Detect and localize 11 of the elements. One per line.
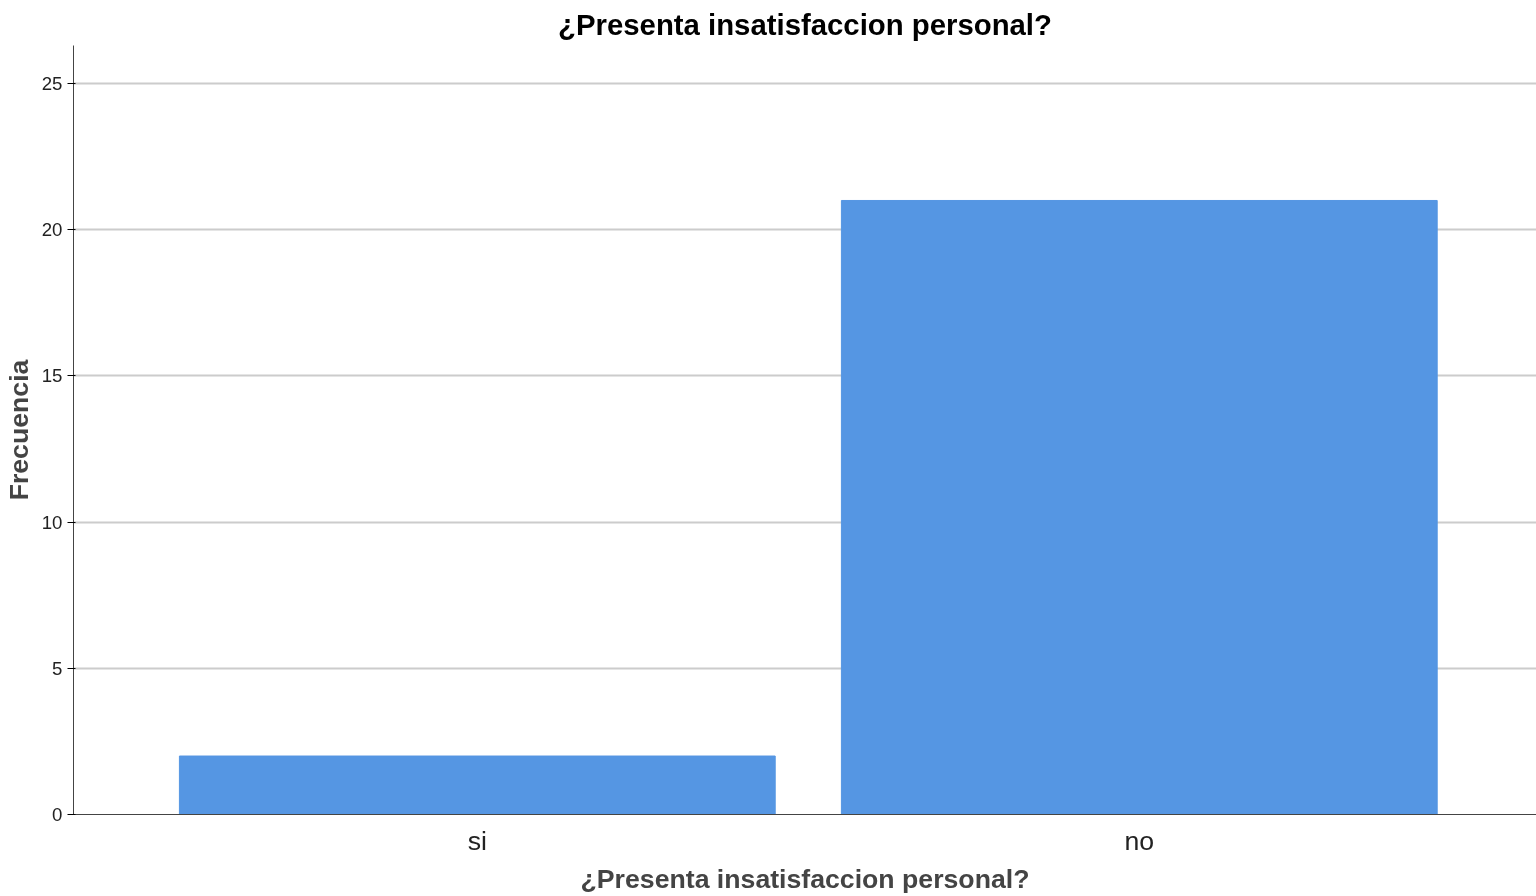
x-tick-label: no [1124, 825, 1155, 856]
y-axis-title: Frecuencia [3, 359, 34, 501]
x-axis-title: ¿Presenta insatisfaccion personal? [580, 863, 1030, 894]
y-tick-label: 0 [52, 804, 63, 825]
y-tick-label: 20 [41, 219, 63, 241]
x-tick-label: si [467, 825, 487, 856]
y-tick-label: 15 [41, 365, 63, 387]
chart-title: ¿Presenta insatisfaccion personal? [558, 7, 1052, 41]
y-tick-label: 5 [52, 657, 63, 679]
y-tick-label: 25 [41, 73, 63, 95]
y-tick-label: 10 [41, 511, 63, 533]
